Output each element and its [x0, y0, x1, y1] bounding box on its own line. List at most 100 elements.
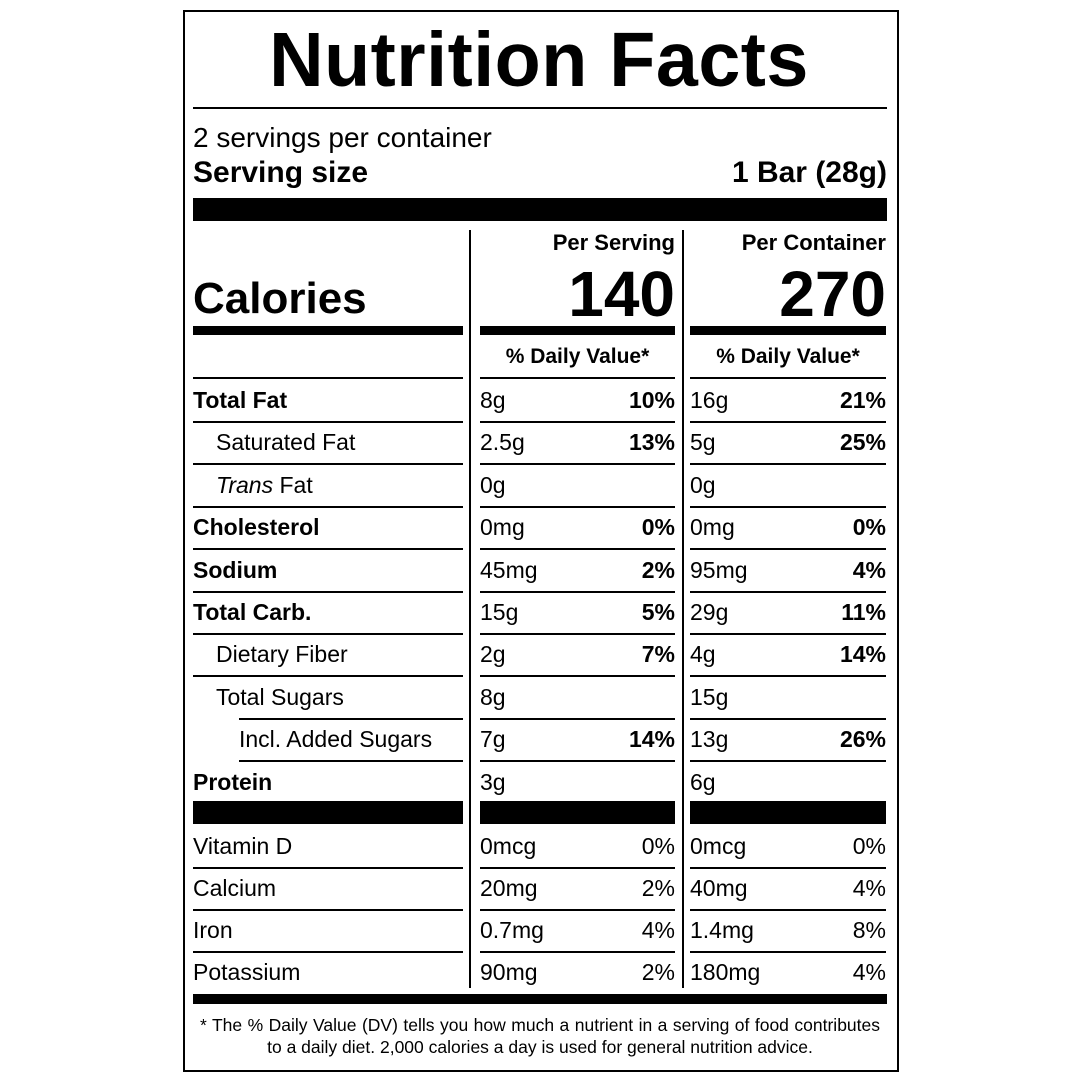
rule	[480, 760, 675, 763]
rule	[193, 590, 463, 593]
nutrient-label: Iron	[193, 919, 233, 942]
rule	[193, 909, 463, 911]
rule	[690, 675, 886, 678]
amount: 2g	[480, 641, 506, 668]
rule	[193, 377, 463, 379]
nutrient-label: Calcium	[193, 877, 276, 900]
serving-size-value: 1 Bar (28g)	[731, 156, 887, 189]
rule	[690, 909, 886, 911]
amount: 7g	[480, 726, 506, 753]
footnote: * The % Daily Value (DV) tells you how m…	[200, 1015, 880, 1057]
rule	[480, 717, 675, 720]
amount: 6g	[690, 768, 716, 795]
rule	[480, 377, 675, 379]
rule	[193, 675, 463, 678]
daily-value: 2%	[641, 959, 675, 985]
label-border	[183, 10, 899, 1072]
amount: 0.7mg	[480, 917, 544, 943]
daily-value: 0%	[641, 514, 675, 541]
daily-value: 10%	[628, 387, 675, 413]
daily-value: 0%	[852, 833, 886, 859]
nutrient-label: Potassium	[193, 961, 300, 984]
rule	[690, 377, 886, 379]
amount: 3g	[480, 768, 506, 795]
rule	[690, 633, 886, 635]
amount: 0g	[690, 471, 716, 498]
amount: 0mcg	[690, 833, 747, 859]
calories-value: 140	[568, 258, 675, 330]
amount: 4g	[690, 641, 716, 668]
rule	[193, 505, 463, 508]
column-header: Per Serving	[552, 230, 675, 255]
nutrient-label: Vitamin D	[193, 835, 292, 858]
nutrient-label-italic: Trans	[216, 471, 274, 498]
nutrient-label: Total Sugars	[216, 683, 344, 710]
daily-value: 2%	[641, 875, 675, 901]
daily-value: 0%	[852, 514, 886, 541]
rule	[480, 633, 675, 635]
rule	[239, 760, 463, 763]
nutrient-name: Protein	[193, 768, 273, 795]
rule	[480, 590, 675, 593]
rule	[682, 230, 684, 988]
servings: 2 servings per container	[193, 122, 492, 153]
rule	[690, 760, 886, 763]
rule	[193, 463, 463, 466]
rule	[690, 590, 886, 593]
nutrient-label: Total Fat	[193, 389, 287, 412]
daily-value: 8%	[852, 917, 886, 943]
nutrient-name: Total Fat	[193, 387, 288, 413]
nutrient-name: Total Sugars	[216, 683, 344, 710]
amount: 2.5g	[480, 429, 525, 456]
daily-value: 4%	[852, 556, 886, 583]
amount: 0mcg	[480, 833, 537, 859]
daily-value: 4%	[641, 917, 675, 943]
daily-value: 11%	[841, 599, 886, 625]
rule	[480, 463, 675, 466]
nutrient-label: Sodium	[193, 556, 278, 583]
daily-value: 21%	[839, 387, 886, 413]
daily-value: 2%	[641, 556, 675, 583]
calories-value: 270	[779, 258, 886, 330]
nutrient-name: Iron	[193, 917, 233, 943]
calories-label: Calories	[193, 274, 367, 323]
rule	[193, 107, 887, 109]
rule	[480, 421, 675, 423]
amount: 1.4mg	[690, 917, 754, 943]
nutrient-name: Saturated Fat	[216, 429, 356, 456]
rule	[690, 505, 886, 508]
nutrient-label: Trans Fat	[216, 471, 313, 498]
amount: 16g	[690, 387, 729, 413]
rule	[690, 463, 886, 466]
nutrient-name: Sodium	[193, 556, 278, 583]
nutrient-name: Potassium	[193, 959, 301, 985]
rule	[193, 994, 887, 1004]
rule	[193, 548, 463, 551]
amount: 90mg	[480, 959, 538, 985]
rule	[480, 909, 675, 911]
nutrient-name: Fat	[279, 471, 313, 498]
rule	[480, 801, 675, 824]
rule	[480, 326, 675, 335]
amount: 40mg	[690, 875, 748, 901]
amount: 13g	[690, 726, 729, 753]
amount: 8g	[480, 683, 506, 710]
nutrient-name: Vitamin D	[193, 833, 293, 859]
rule	[690, 326, 886, 335]
nutrient-name: Incl. Added Sugars	[239, 726, 433, 753]
rule	[480, 867, 675, 869]
nutrient-label: Incl. Added Sugars	[239, 728, 432, 751]
daily-value: 26%	[839, 726, 886, 753]
nutrient-name: Total Carb.	[193, 599, 312, 625]
amount: 180mg	[690, 959, 761, 985]
daily-value: 13%	[628, 429, 675, 456]
amount: 0g	[480, 471, 506, 498]
rule	[469, 230, 471, 988]
rule	[480, 548, 675, 551]
daily-value: 14%	[839, 641, 886, 668]
daily-value: 7%	[641, 641, 675, 668]
rule	[690, 548, 886, 551]
amount: 29g	[690, 599, 729, 625]
column-header: Per Container	[741, 230, 886, 255]
